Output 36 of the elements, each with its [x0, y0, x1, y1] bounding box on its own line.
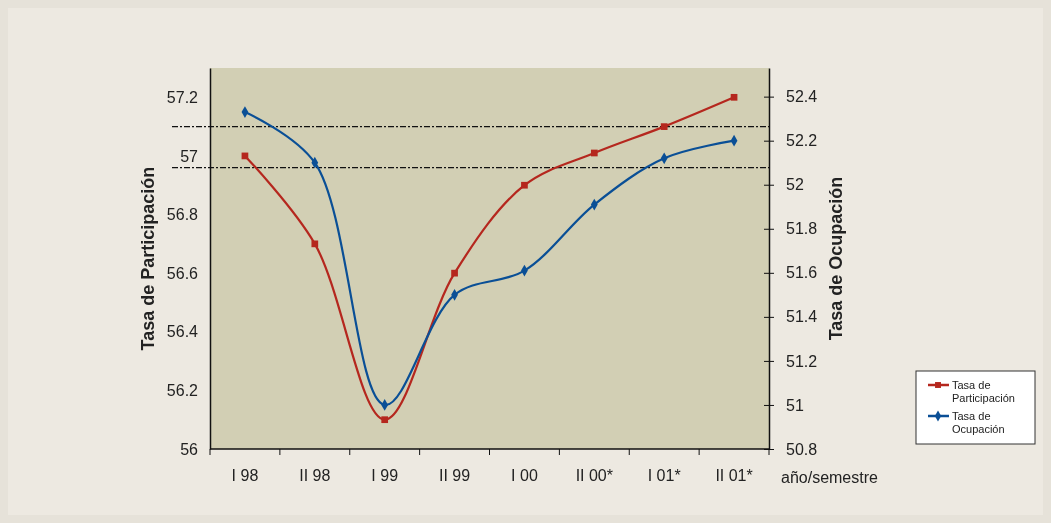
y2-tick-label: 51.8 — [786, 220, 818, 238]
y-tick-label: 56.6 — [166, 264, 199, 282]
y-tick-label: 56 — [180, 440, 199, 458]
point — [590, 149, 598, 157]
y-tick-label: 57 — [180, 147, 199, 165]
x-tick-label: I 01* — [647, 467, 681, 484]
x-tick-label: I 98 — [231, 467, 259, 484]
y2-tick-label: 51 — [786, 396, 804, 414]
y-axis-title: Tasa de Participación — [138, 166, 158, 351]
x-tick-label: II 99 — [438, 467, 471, 484]
x-tick-label: II 00* — [575, 467, 613, 484]
point — [311, 240, 319, 248]
y-tick-label: 57.2 — [166, 88, 199, 106]
y2-tick-label: 51.4 — [786, 308, 818, 326]
point — [730, 93, 738, 101]
y2-tick-label: 51.6 — [786, 264, 818, 282]
y2-tick-label: 52 — [786, 176, 804, 194]
y2-axis-title: Tasa de Ocupación — [826, 176, 846, 341]
y2-tick-label: 52.4 — [786, 88, 818, 106]
y2-tick-label: 51.2 — [786, 352, 818, 370]
y2-tick-label: 50.8 — [786, 440, 818, 458]
y-tick-label: 56.2 — [166, 382, 199, 399]
x-tick-label: II 98 — [299, 467, 331, 484]
point — [451, 269, 458, 277]
y-tick-label: 56.4 — [166, 323, 199, 341]
legend-label: Tasa de Ocupación — [952, 410, 1005, 435]
x-axis-title: año/semestre — [781, 469, 879, 486]
point — [660, 123, 668, 130]
legend-label: Tasa de Participación — [952, 379, 1015, 404]
point — [381, 416, 389, 424]
point — [521, 181, 528, 189]
x-tick-label: I 00 — [511, 467, 538, 484]
x-tick-label: I 99 — [371, 467, 399, 484]
y2-tick-label: 52.2 — [786, 132, 818, 150]
y-tick-label: 56.8 — [166, 206, 199, 224]
x-tick-label: II 01* — [715, 467, 753, 484]
